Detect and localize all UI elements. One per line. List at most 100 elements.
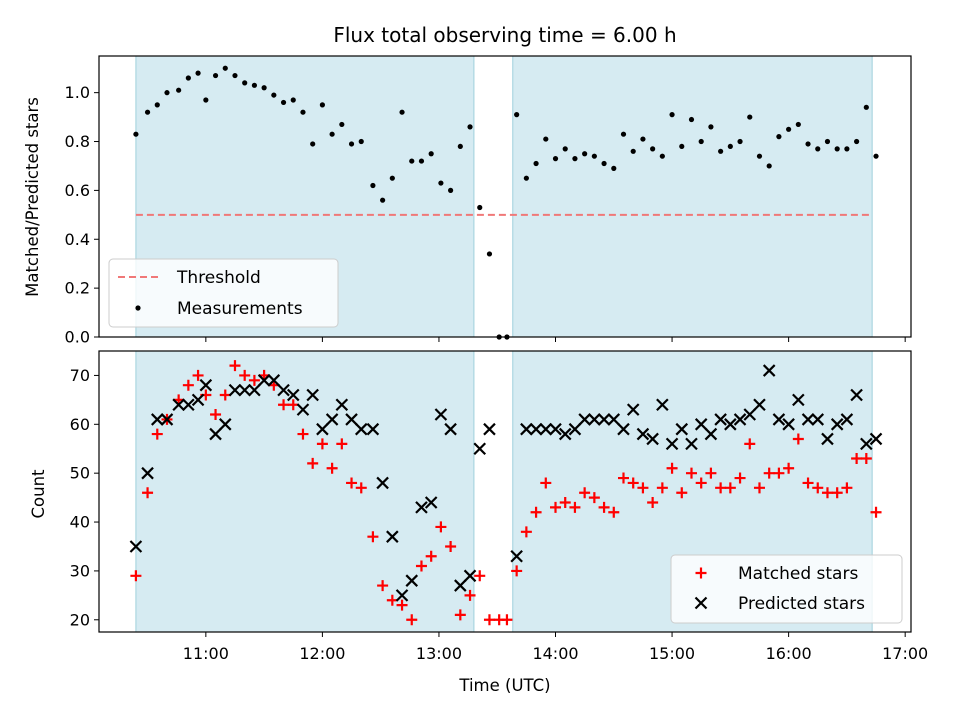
measurement-point (232, 72, 238, 79)
measurement-point (669, 112, 675, 118)
matched-star-point (579, 487, 591, 499)
measurement-point (195, 70, 201, 76)
matched-star-point (445, 540, 457, 552)
predicted-star-point (160, 413, 174, 426)
predicted-star-point (129, 540, 143, 553)
measurement-point (448, 187, 454, 193)
measurement-point (222, 65, 228, 71)
measurement-point (824, 138, 831, 145)
predicted-star-point (830, 418, 844, 431)
matched-star-point (841, 482, 853, 494)
measurement-point (319, 102, 325, 108)
matched-star-point (530, 506, 542, 518)
matched-star-point (821, 487, 833, 499)
measurement-point (776, 134, 782, 140)
predicted-star-point (558, 427, 572, 441)
predicted-star-point (656, 398, 669, 412)
measurement-point (185, 75, 191, 81)
measurement-point (242, 80, 248, 86)
matched-star-point (435, 521, 447, 533)
matched-star-point (248, 374, 260, 386)
measurement-point (348, 141, 355, 147)
predicted-star-point (685, 437, 698, 451)
matched-star-point (326, 462, 338, 474)
measurement-point (133, 131, 139, 137)
x-tick-label: 13:00 (416, 644, 462, 663)
measurement-point (630, 148, 636, 154)
predicted-star-point (694, 418, 708, 431)
matched-star-point (367, 531, 379, 543)
predicted-star-point (463, 569, 477, 583)
matched-star-point (377, 580, 389, 592)
measurement-point (389, 175, 395, 181)
matched-star-point (130, 570, 142, 582)
matched-star-point (406, 614, 418, 626)
count-panel: 20 30 40 50 60 70 11:00 12:00 13:00 14:00 15:00 16:… (70, 350, 928, 663)
x-tick-label: 11:00 (183, 644, 229, 663)
measurement-point (620, 131, 627, 137)
predicted-star-point (539, 422, 553, 436)
predicted-star-point (694, 596, 708, 610)
measurement-point (659, 153, 665, 159)
measurement-point (552, 156, 559, 162)
measurement-point (844, 146, 850, 152)
measurement-point (164, 90, 170, 96)
measurement-point (261, 85, 267, 91)
matched-star-point (483, 614, 495, 626)
predicted-star-point (306, 388, 319, 402)
matched-star-point (396, 599, 408, 611)
predicted-star-point (267, 374, 281, 387)
predicted-star-point (860, 437, 873, 451)
predicted-star-point (772, 413, 786, 426)
matched-star-point (336, 438, 348, 450)
predicted-star-point (733, 413, 747, 426)
measurement-point (409, 158, 415, 164)
predicted-star-point (714, 413, 727, 426)
predicted-star-point (209, 427, 222, 441)
matched-star-point (734, 472, 746, 484)
axes-frame (98, 350, 912, 633)
matched-star-point (415, 560, 427, 572)
matched-star-point (307, 457, 319, 469)
matched-star-point (627, 477, 639, 489)
predicted-star-point (376, 476, 389, 490)
matched-star-point (802, 477, 814, 489)
measurement-point (543, 136, 549, 142)
matched-star-point (608, 506, 620, 518)
y-tick-label: 50 (70, 464, 90, 483)
predicted-star-point (434, 408, 448, 421)
measurement-point (329, 131, 335, 137)
measurement-point (834, 146, 840, 152)
predicted-star-point (617, 422, 630, 436)
measurement-point (562, 146, 568, 152)
predicted-star-point (724, 418, 737, 431)
matched-star-point (278, 399, 290, 411)
matched-star-point (297, 428, 309, 440)
predicted-star-point (191, 393, 205, 407)
ratio-panel: 0.0 0.2 0.4 0.6 0.8 1.0 Threshold Measurements (65, 55, 912, 347)
matched-star-point (182, 379, 194, 391)
matched-star-point (229, 360, 241, 372)
measurement-point (477, 204, 483, 211)
matched-star-point (511, 565, 523, 577)
matched-star-point (474, 570, 486, 582)
predicted-star-point (345, 413, 358, 426)
measurement-point (650, 146, 656, 152)
predicted-star-point (753, 398, 766, 412)
y-tick-label: 30 (70, 561, 90, 580)
matched-star-point (637, 482, 649, 494)
measurement-point (290, 97, 296, 103)
predicted-star-point (415, 501, 428, 514)
measurement-point (727, 143, 733, 150)
predicted-star-point (869, 432, 883, 446)
matched-star-point (520, 526, 532, 538)
predicted-star-point (366, 422, 380, 436)
matched-star-point (831, 487, 843, 499)
matched-star-point (695, 567, 707, 579)
measurement-point (640, 136, 646, 142)
measurement-point (756, 153, 763, 159)
predicted-star-point (386, 530, 399, 543)
predicted-star-point (424, 496, 438, 509)
bottom-y-axis-label: Count (29, 469, 48, 519)
predicted-star-point (405, 574, 419, 587)
